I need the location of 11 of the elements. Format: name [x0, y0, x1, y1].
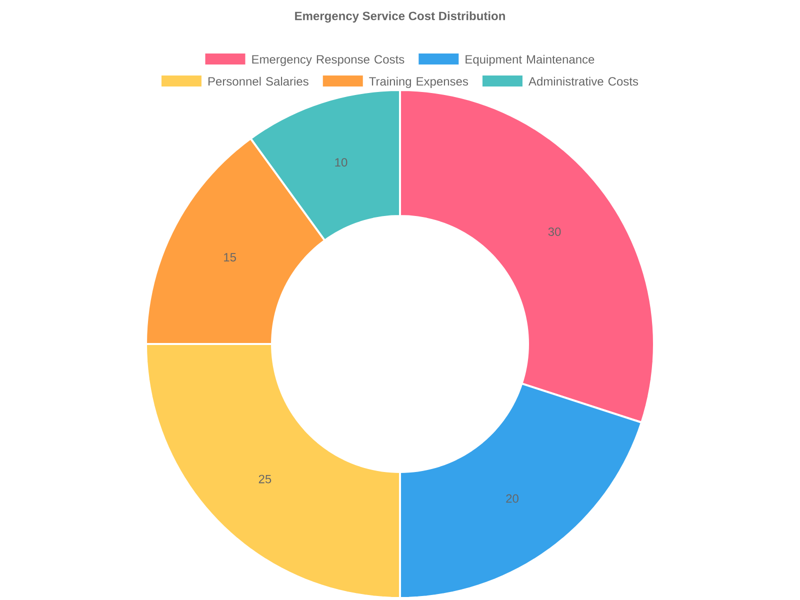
legend-label: Personnel Salaries	[208, 76, 308, 86]
data-label: 20	[506, 494, 518, 503]
legend-label: Emergency Response Costs	[252, 55, 404, 66]
legend-label: Administrative Costs	[528, 76, 638, 86]
data-label: 30	[548, 227, 561, 236]
chart-title: Emergency Service Cost Distribution	[295, 11, 505, 23]
legend-label: Training Expenses	[369, 76, 468, 88]
data-label: 25	[258, 474, 272, 484]
data-label: 15	[224, 253, 236, 262]
data-label: 10	[335, 158, 348, 167]
legend-label: Equipment Maintenance	[466, 54, 594, 66]
